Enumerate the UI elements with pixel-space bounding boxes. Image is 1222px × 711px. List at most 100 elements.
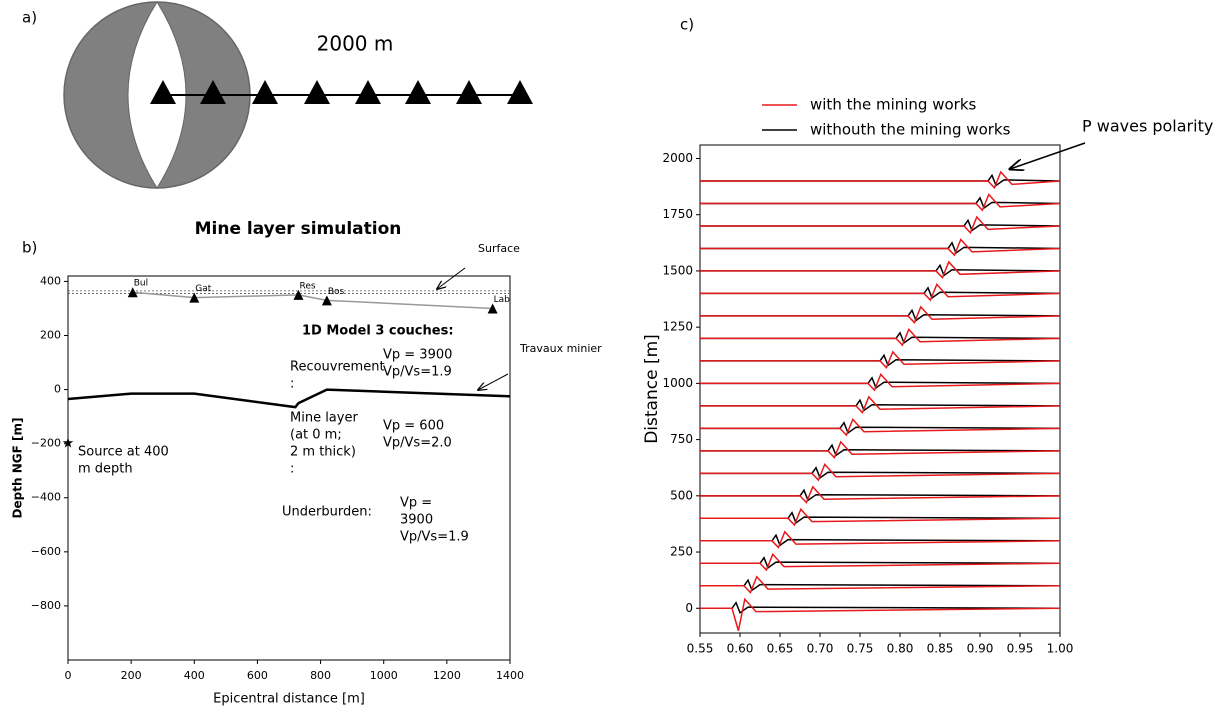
y-tick-label: 2000 [662,151,693,165]
trace [700,417,1061,437]
chart-title: Mine layer simulation [195,219,402,239]
trace [700,485,1061,504]
x-tick-label: 0.80 [887,642,914,656]
station-label: Bos [328,287,345,297]
y-tick-label: 400 [40,274,61,287]
y-axis-label: Depth NGF [m] [11,418,25,519]
trace [700,350,1061,369]
annotation: Vp = 600 [383,419,444,434]
x-axis-label: Epicentral distance [m] [213,692,365,707]
station [127,287,138,298]
y-tick-label: 200 [40,328,61,341]
y-tick-label: 1500 [662,263,693,277]
panel-label: c) [680,16,694,34]
annotation: Vp/Vs=1.9 [383,365,452,380]
x-tick-label: 0.70 [807,642,834,656]
annotation: Surface [478,242,520,255]
trace [700,575,1061,594]
annotation: Vp/Vs=1.9 [400,530,469,545]
trace [700,193,1061,212]
trace [700,462,1061,482]
station-label: Bul [134,279,148,289]
y-tick-label: 1750 [662,207,693,221]
x-tick-label: 800 [310,669,331,682]
arrow [1010,142,1086,169]
x-tick-label: 1000 [370,669,398,682]
x-tick-label: 200 [121,669,142,682]
y-tick-label: −800 [31,599,61,612]
trace [700,170,1061,190]
x-tick-label: 0.90 [967,642,994,656]
trace [700,395,1061,414]
x-tick-label: 1400 [496,669,524,682]
plot-frame [699,144,1061,634]
trace [700,238,1061,257]
annotation: Vp = [400,496,432,511]
source-marker: ★ [62,436,75,452]
x-tick-label: 1.00 [1047,642,1074,656]
trace [700,305,1061,325]
annotation: 1D Model 3 couches: [302,324,454,339]
annotation: : [290,377,294,392]
y-tick-label: −400 [31,491,61,504]
trace [700,283,1061,302]
y-tick-label: 750 [670,432,693,446]
trace [700,552,1061,572]
station-label: Gat [195,284,211,294]
panel-label: b) [22,239,37,257]
station-line [132,291,493,310]
y-axis-label: Distance [m] [642,334,662,444]
mine-layer-line [67,388,511,409]
legend-label: with the mining works [810,96,977,114]
trace [700,215,1061,235]
trace [700,507,1061,527]
legend-label: withouth the mining works [810,121,1011,139]
plot-frame [67,275,511,661]
y-tick-label: 0 [54,383,61,396]
distance-label: 2000 m [317,32,394,56]
annotation: Recouvrement [290,360,385,375]
annotation: Source at 400 [78,445,169,460]
x-tick-label: 600 [247,669,268,682]
y-tick-label: 0 [685,601,693,615]
arrow [478,373,509,390]
annotation: (at 0 m; [290,428,342,443]
x-tick-label: 0.55 [687,642,714,656]
annotation: Vp/Vs=2.0 [383,436,452,451]
x-tick-label: 0.85 [927,642,954,656]
y-tick-label: 250 [670,545,693,559]
panel-label: a) [22,9,37,27]
annotation: Vp = 3900 [383,348,452,363]
y-tick-label: −200 [31,437,61,450]
y-tick-label: −600 [31,545,61,558]
y-tick-label: 1250 [662,320,693,334]
trace [700,530,1061,549]
station-triangles [150,80,533,104]
trace [700,260,1061,280]
trace [700,601,1061,614]
trace [700,440,1061,459]
station [293,289,304,300]
station-label: Lab [494,295,511,305]
x-tick-label: 0 [65,669,72,682]
annotation: Underburden: [282,505,372,520]
annotation: 2 m thick) [290,445,356,460]
arrow [437,267,466,289]
station [487,303,498,314]
annotation: : [290,462,294,477]
annotation: 3900 [400,513,433,528]
annotation: Travaux minier [519,342,602,355]
y-tick-label: 1000 [662,376,693,390]
annotation: Mine layer [290,411,358,426]
station [189,292,200,303]
annotation: m depth [78,462,133,477]
trace [700,597,1061,631]
x-tick-label: 400 [184,669,205,682]
x-tick-label: 1200 [433,669,461,682]
station [321,295,332,306]
trace [700,372,1061,392]
station-label: Res [299,281,315,291]
y-tick-label: 500 [670,488,693,502]
x-tick-label: 0.60 [727,642,754,656]
